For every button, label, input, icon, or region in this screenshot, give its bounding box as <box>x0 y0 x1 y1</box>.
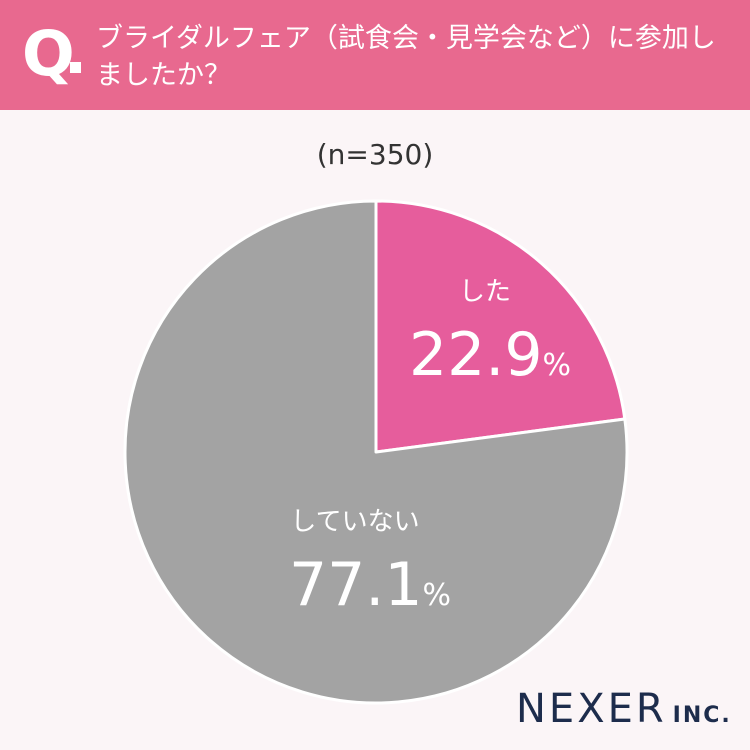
pie-slice-0 <box>374 199 627 454</box>
question-header: Q ブライダルフェア（試食会・見学会など）に参加しましたか？ <box>0 0 750 110</box>
slice-value-0: 22.9% <box>409 320 571 390</box>
slice-value-unit-1: % <box>423 578 452 613</box>
question-dot <box>70 62 81 73</box>
slice-value-1: 77.1% <box>289 550 451 620</box>
pie-labels: した 22.9% していない 77.1% <box>289 277 571 620</box>
logo-name: NEXER <box>516 686 667 732</box>
pie-slices <box>123 199 629 705</box>
question-text: ブライダルフェア（試食会・見学会など）に参加しましたか？ <box>96 23 716 91</box>
logo-suffix: INC. <box>672 703 732 728</box>
slice-label-1: していない <box>290 507 419 537</box>
slice-label-0: した <box>459 277 511 307</box>
pie-slice-1 <box>123 199 629 705</box>
slice-value-number-0: 22.9 <box>409 320 543 390</box>
question-mark: Q <box>22 17 75 90</box>
sample-size: (n=350) <box>316 138 434 171</box>
company-logo: NEXER INC. <box>516 686 732 732</box>
slice-value-number-1: 77.1 <box>289 550 423 620</box>
slice-value-unit-0: % <box>543 348 572 383</box>
